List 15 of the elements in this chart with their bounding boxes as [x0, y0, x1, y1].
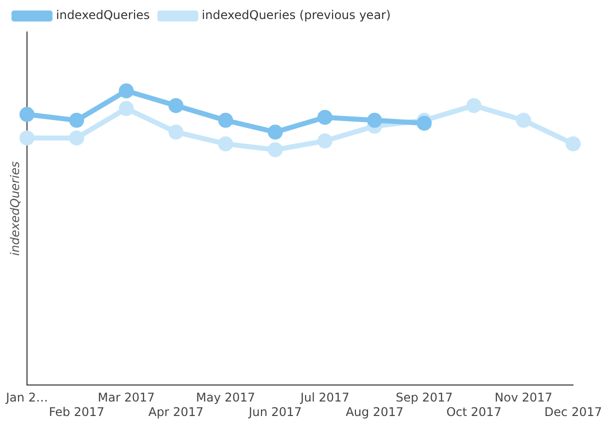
x-tick-label: Apr 2017 — [148, 404, 204, 419]
x-tick-label: Feb 2017 — [48, 404, 104, 419]
legend-label: indexedQueries — [56, 8, 150, 22]
x-tick-label: Nov 2017 — [494, 390, 552, 405]
x-tick-label: Jun 2017 — [248, 404, 302, 419]
x-tick-label: Aug 2017 — [346, 404, 404, 419]
legend-label: indexedQueries (previous year) — [202, 8, 391, 22]
x-tick-label: Sep 2017 — [396, 390, 453, 405]
x-tick-label: Jul 2017 — [300, 390, 350, 405]
x-tick-label: Jan 2… — [4, 390, 48, 405]
x-tick-label: Mar 2017 — [98, 390, 155, 405]
y-axis-title: indexedQueries — [8, 161, 22, 256]
x-tick-label: Dec 2017 — [544, 404, 602, 419]
x-tick-label: Oct 2017 — [446, 404, 502, 419]
x-tick-label: May 2017 — [196, 390, 256, 405]
